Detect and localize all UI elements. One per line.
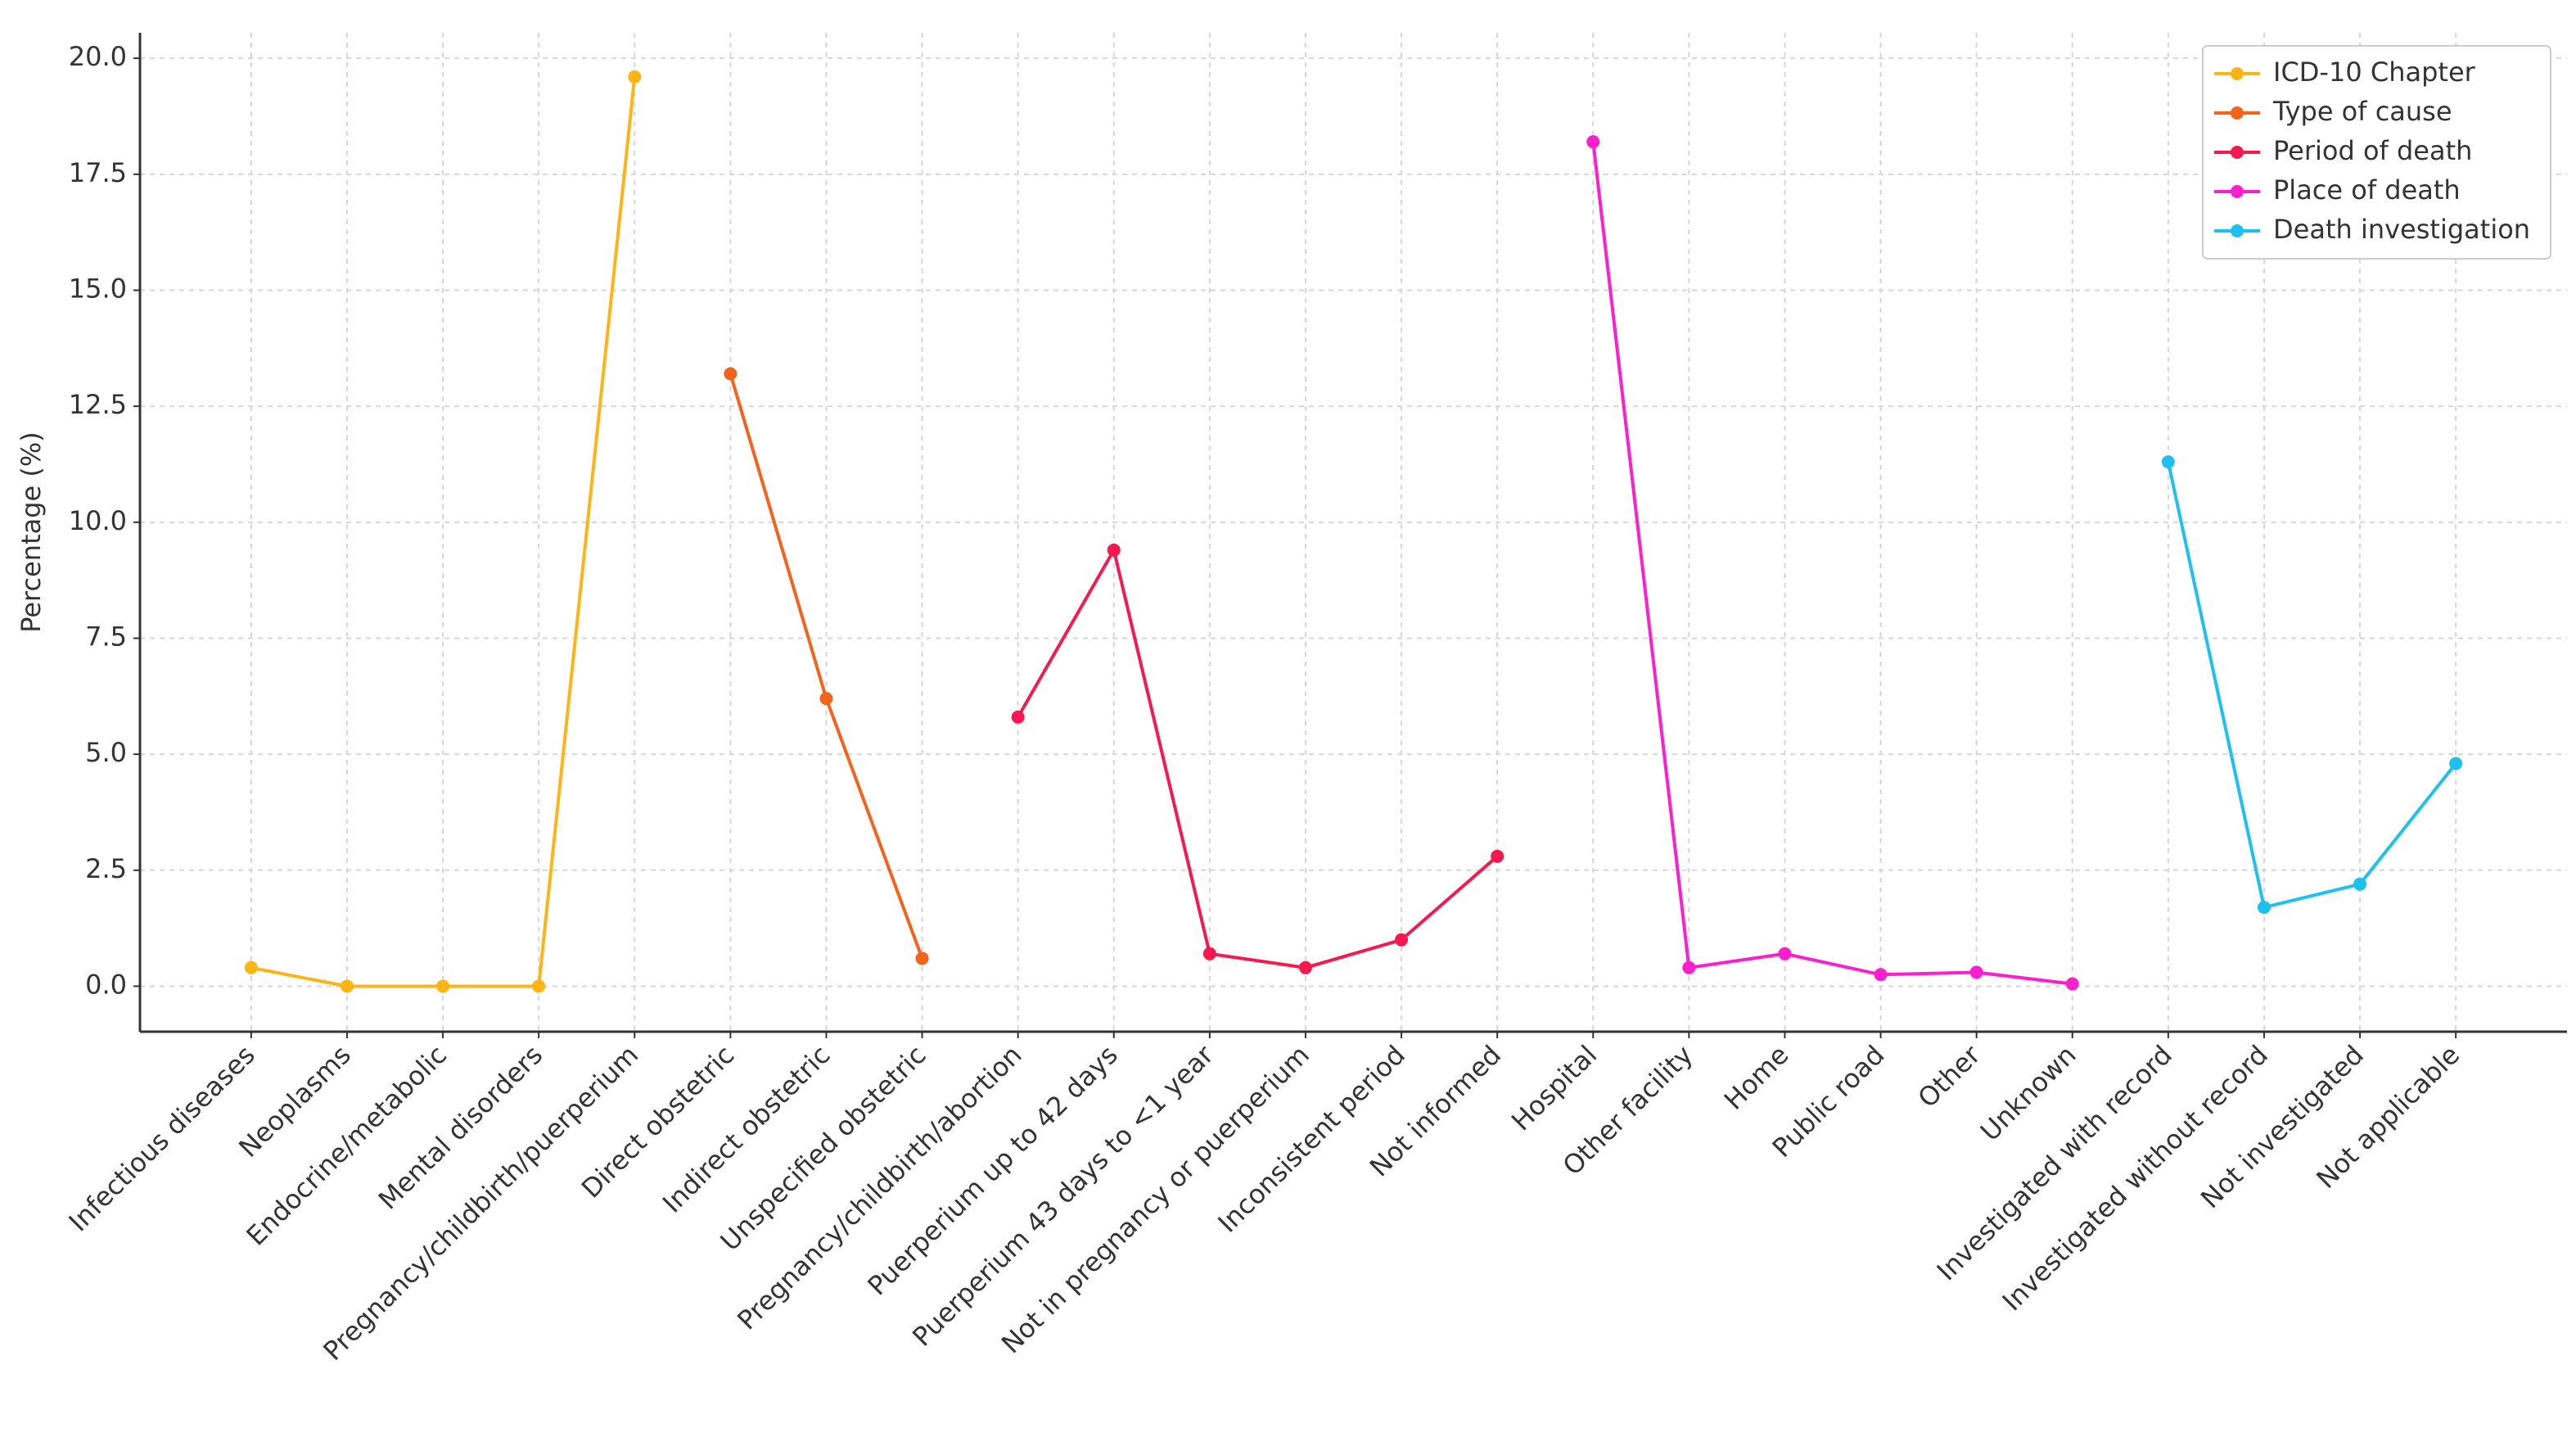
- x-tick-label: Home: [1718, 1039, 1795, 1116]
- x-tick-label: Other: [1912, 1039, 1987, 1114]
- y-tick-label: 15.0: [69, 273, 127, 304]
- legend-marker: [2231, 67, 2244, 80]
- legend-marker: [2231, 185, 2244, 198]
- legend-label: Period of death: [2273, 135, 2472, 166]
- y-tick-label: 7.5: [85, 621, 127, 652]
- series-marker: [436, 979, 450, 993]
- series-marker: [628, 70, 642, 84]
- series-marker: [1491, 849, 1505, 863]
- x-tick-label: Mental disorders: [372, 1039, 548, 1215]
- series-marker: [724, 367, 738, 381]
- x-tick-label: Hospital: [1505, 1039, 1603, 1136]
- y-axis-label: Percentage (%): [16, 432, 47, 633]
- series-marker: [1011, 710, 1025, 724]
- series-line: [1016, 545, 1499, 969]
- y-tick-label: 12.5: [69, 389, 127, 420]
- series-marker: [1969, 965, 1983, 979]
- series-marker: [1682, 960, 1696, 974]
- series-marker: [244, 960, 258, 974]
- series-marker: [2449, 757, 2463, 770]
- series-marker: [1202, 947, 1216, 960]
- series-marker: [340, 979, 354, 993]
- legend-box: [2202, 45, 2551, 260]
- series-marker: [1395, 933, 1409, 947]
- legend-label: Death investigation: [2273, 214, 2530, 245]
- x-tick-label: Infectious diseases: [63, 1039, 261, 1237]
- y-tick-label: 10.0: [69, 505, 127, 536]
- series-marker: [915, 951, 929, 965]
- y-tick-label: 0.0: [85, 969, 127, 1000]
- x-tick-label: Indirect obstetric: [656, 1039, 836, 1218]
- series-marker: [1107, 543, 1121, 557]
- series-marker: [2065, 977, 2079, 991]
- series-marker: [1778, 947, 1792, 960]
- series-marker: [2161, 455, 2175, 469]
- legend-label: ICD-10 Chapter: [2273, 56, 2476, 88]
- series-line: [2166, 461, 2457, 910]
- y-tick-label: 20.0: [69, 41, 127, 72]
- legend-label: Type of cause: [2272, 96, 2452, 127]
- y-tick-label: 17.5: [69, 157, 127, 188]
- series-marker: [1586, 135, 1600, 149]
- legend-label: Place of death: [2273, 174, 2461, 206]
- series-marker: [1298, 960, 1312, 974]
- series-marker: [532, 979, 546, 993]
- x-tick-label: Not investigated: [2195, 1039, 2370, 1214]
- series-marker: [1874, 968, 1888, 982]
- legend-marker: [2231, 146, 2244, 159]
- series-marker: [2257, 901, 2271, 915]
- series-line: [1591, 141, 2073, 986]
- y-tick-label: 2.5: [85, 853, 127, 884]
- series-marker: [2353, 877, 2367, 891]
- legend-marker: [2231, 224, 2244, 237]
- legend-marker: [2231, 106, 2244, 120]
- y-tick-label: 5.0: [85, 737, 127, 768]
- series-marker: [819, 692, 833, 706]
- x-tick-label: Inconsistent period: [1211, 1039, 1411, 1239]
